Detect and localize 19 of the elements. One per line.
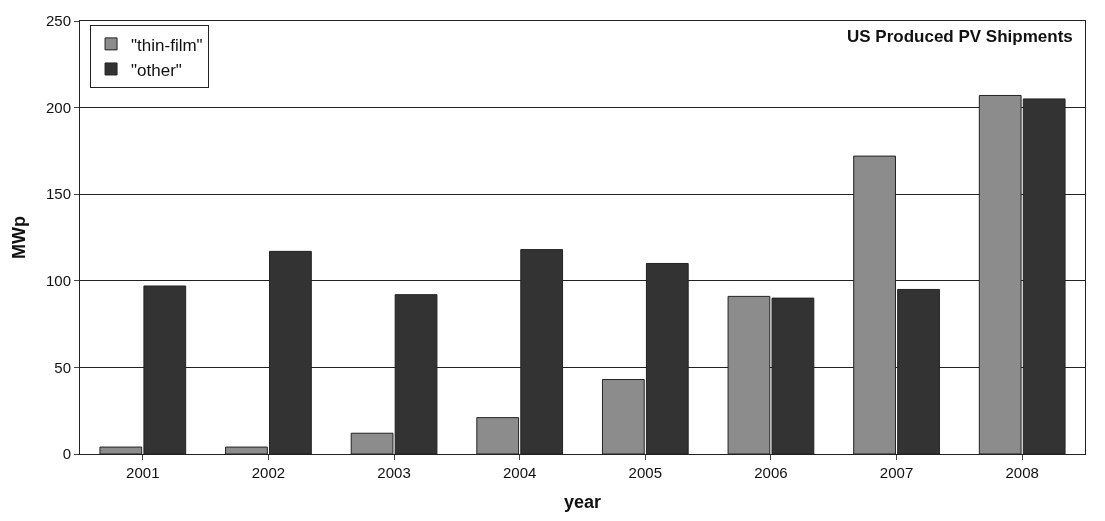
legend-label: "thin-film" bbox=[131, 35, 203, 55]
y-tick-label: 100 bbox=[45, 272, 71, 290]
y-axis-title: MWp bbox=[9, 216, 30, 259]
x-tick-label: 2006 bbox=[754, 464, 788, 481]
y-tick-label: 50 bbox=[54, 358, 71, 376]
legend-label: "other" bbox=[131, 60, 182, 80]
x-tick-label: 2007 bbox=[879, 464, 914, 481]
x-tick-label: 2008 bbox=[1005, 464, 1039, 481]
y-tick-label: 200 bbox=[45, 98, 71, 116]
x-tick-label: 2005 bbox=[628, 464, 662, 481]
y-tick-label: 150 bbox=[45, 185, 71, 203]
x-tick-label: 2004 bbox=[503, 464, 537, 481]
x-tick-label: 2002 bbox=[251, 464, 286, 481]
y-tick-label: 250 bbox=[45, 12, 71, 30]
chart-title: US Produced PV Shipments bbox=[847, 27, 1073, 46]
x-tick-label: 2001 bbox=[126, 464, 160, 481]
x-axis-title: year bbox=[563, 492, 602, 513]
x-tick-label: 2003 bbox=[377, 464, 411, 481]
y-tick-label: 0 bbox=[62, 445, 71, 463]
